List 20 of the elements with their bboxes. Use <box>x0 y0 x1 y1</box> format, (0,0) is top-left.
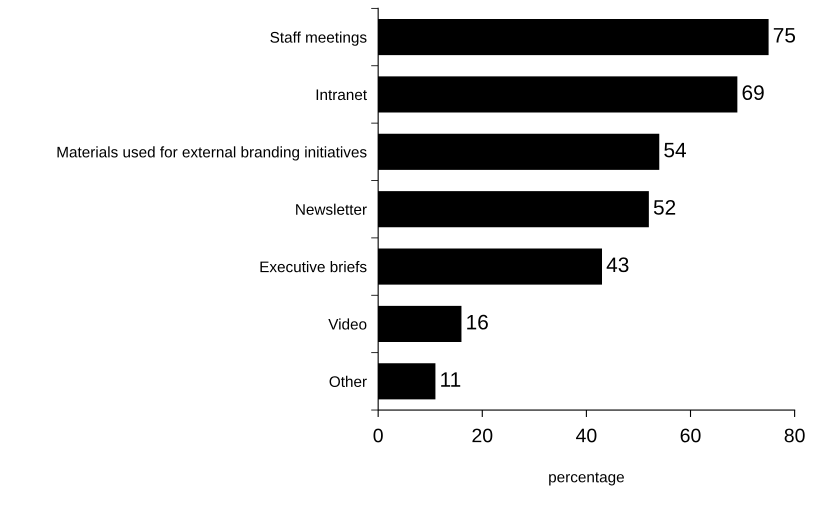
data-label: 54 <box>664 142 686 158</box>
x-axis-title: percentage <box>549 472 624 486</box>
y-tick-label: Video <box>328 318 366 330</box>
y-tick-label: Intranet <box>316 89 367 100</box>
x-tick-label: 0 <box>374 428 383 442</box>
x-tick-label: 80 <box>784 428 805 442</box>
x-tick-label: 40 <box>576 428 596 442</box>
x-tick-label: 20 <box>472 428 492 442</box>
y-tick-label: Materials used for external branding initiatives <box>58 146 367 161</box>
data-label: 69 <box>742 85 764 100</box>
y-tick-label: Newsletter <box>296 204 367 215</box>
y-tick-label: Other <box>330 376 367 388</box>
y-tick-label: Executive briefs <box>260 261 366 272</box>
data-label: 75 <box>774 28 796 43</box>
data-label: 52 <box>654 200 676 215</box>
data-label: 16 <box>467 314 488 330</box>
data-label: 11 <box>441 372 460 387</box>
data-label: 43 <box>606 257 628 272</box>
x-tick-label: 60 <box>680 428 701 442</box>
y-tick-label: Staff meetings <box>270 32 367 46</box>
